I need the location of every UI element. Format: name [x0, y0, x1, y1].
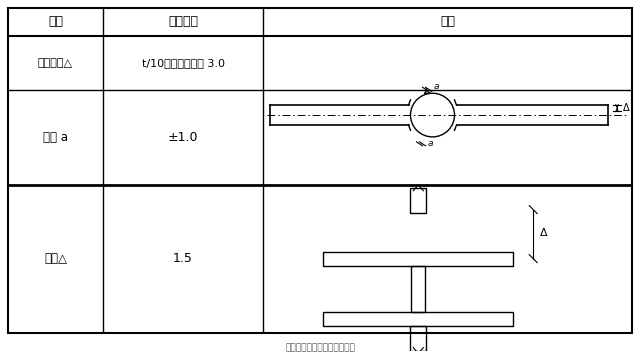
Text: t/10，且不应大于 3.0: t/10，且不应大于 3.0	[141, 58, 225, 68]
Text: a: a	[433, 82, 439, 91]
Bar	[410, 326, 426, 350]
Text: 缝隙△: 缝隙△	[44, 252, 67, 266]
Text: 对口错边△: 对口错边△	[38, 58, 73, 68]
Text: 图例: 图例	[440, 15, 455, 28]
Text: Δ: Δ	[540, 228, 548, 238]
Text: Δ: Δ	[623, 103, 630, 113]
Bar	[323, 312, 513, 326]
Text: a: a	[428, 139, 433, 148]
Text: 间隙 a: 间隙 a	[43, 131, 68, 144]
Text: ±1.0: ±1.0	[168, 131, 198, 144]
Text: 1.5: 1.5	[173, 252, 193, 266]
Bar	[412, 266, 426, 312]
Text: 机械设备安装施工及验收规范: 机械设备安装施工及验收规范	[285, 343, 355, 352]
Text: 允许偏差: 允许偏差	[168, 15, 198, 28]
Bar	[323, 252, 513, 266]
Bar	[410, 188, 426, 212]
Text: 项目: 项目	[48, 15, 63, 28]
